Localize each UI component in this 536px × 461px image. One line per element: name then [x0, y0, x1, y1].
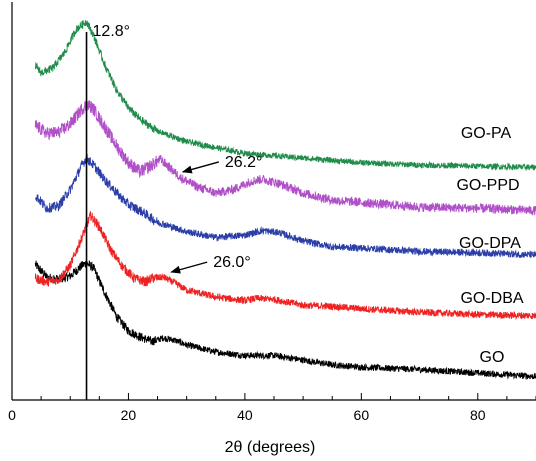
plot-area: 0 20 40 60 80 12.8° 26.2° 26.0° GO GO-DBA GO-D…: [8, 2, 536, 423]
arrow-26-2: [181, 161, 220, 174]
x-tick-label-80: 80: [470, 407, 486, 423]
series-label-go: GO: [480, 349, 505, 366]
series-label-go-dba: GO-DBA: [460, 290, 523, 307]
reference-label: 12.8°: [93, 23, 131, 40]
annotation-26-0: 26.0°: [213, 254, 251, 271]
series-layer: [34, 20, 536, 380]
series-label-go-dpa: GO-DPA: [459, 235, 521, 252]
x-tick-label-60: 60: [354, 407, 370, 423]
series-label-go-ppd: GO-PPD: [456, 177, 519, 194]
annotation-26-2: 26.2°: [225, 154, 263, 171]
arrow-26-0: [170, 261, 208, 274]
series-line-go-pa: [34, 20, 536, 172]
series-label-go-pa: GO-PA: [461, 125, 512, 142]
annotations: 12.8° 26.2° 26.0°: [85, 23, 263, 400]
x-axis-title: 2θ (degrees): [225, 439, 316, 456]
series-line-go-dpa: [34, 154, 536, 258]
series-labels: GO GO-DBA GO-DPA GO-PPD GO-PA: [456, 125, 523, 366]
x-tick-label-20: 20: [121, 407, 137, 423]
x-ticks: 0 20 40 60 80: [8, 393, 536, 423]
series-line-go-ppd: [34, 100, 536, 216]
x-tick-label-40: 40: [237, 407, 253, 423]
series-line-go: [34, 260, 536, 380]
series-line-go-dba: [34, 211, 536, 321]
x-tick-label-0: 0: [8, 407, 16, 423]
